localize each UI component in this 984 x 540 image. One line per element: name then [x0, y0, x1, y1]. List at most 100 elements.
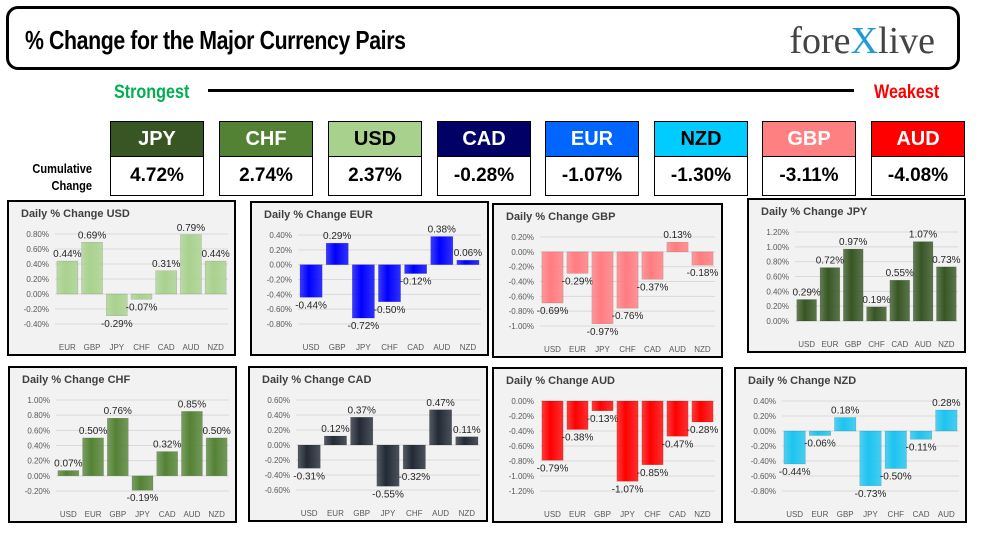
data-label: -0.38%: [562, 433, 594, 444]
x-tick-label: EUR: [821, 340, 838, 349]
data-label: -0.07%: [126, 302, 158, 313]
chart-title: Daily % Change EUR: [264, 209, 373, 221]
y-tick-label: 0.00%: [267, 441, 290, 450]
currency-code: AUD: [871, 121, 965, 157]
bar-nzd: [456, 259, 480, 265]
x-tick-label: JPY: [381, 509, 396, 518]
data-label: 0.12%: [321, 424, 349, 435]
data-label: -0.28%: [687, 425, 719, 436]
bar-gbp: [81, 242, 103, 295]
x-tick-label: USD: [544, 510, 561, 519]
chart-nzd: Daily % Change NZD -0.80% -0.60% -0.40% -0.2…: [734, 367, 967, 523]
y-tick-label: -0.80%: [509, 457, 534, 466]
y-tick-label: -0.20%: [509, 412, 534, 421]
bar-nzd: [691, 400, 714, 423]
y-tick-label: -1.20%: [509, 487, 534, 496]
data-label: -0.85%: [637, 468, 669, 479]
data-label: -0.79%: [537, 463, 569, 474]
x-tick-label: CAD: [891, 340, 908, 349]
x-tick-label: USD: [303, 343, 320, 352]
x-tick-label: EUR: [569, 510, 586, 519]
bar-usd: [299, 264, 323, 298]
chart-title: Daily % Change JPY: [761, 206, 868, 218]
bar-chf: [378, 264, 401, 302]
data-label: 0.44%: [201, 249, 229, 260]
data-label: -0.19%: [127, 493, 159, 504]
strength-scale-line: [208, 89, 854, 92]
weakest-label: Weakest: [874, 82, 940, 103]
y-tick-label: 0.40%: [753, 397, 776, 406]
bar-jpy: [131, 475, 154, 491]
y-tick-label: 0.00%: [269, 261, 292, 270]
y-tick-label: -0.40%: [509, 278, 534, 287]
y-tick-label: -0.40%: [267, 290, 292, 299]
cumulative-change-value: 4.72%: [110, 157, 204, 196]
y-tick-label: -0.40%: [24, 320, 49, 329]
data-label: -0.73%: [855, 489, 887, 500]
data-label: 0.72%: [816, 256, 844, 267]
data-label: -0.13%: [587, 414, 619, 425]
y-tick-label: -0.80%: [267, 320, 292, 329]
x-tick-label: JPY: [620, 510, 635, 519]
chart-jpy: Daily % Change JPY 0.00% 0.20% 0.40% 0.60% 0.…: [747, 198, 966, 353]
bar-usd: [541, 400, 564, 461]
cumulative-change-value: 2.74%: [219, 157, 313, 196]
y-tick-label: 0.00%: [753, 427, 776, 436]
currency-code: EUR: [545, 121, 639, 157]
y-tick-label: 0.00%: [766, 317, 789, 326]
x-tick-label: CHF: [868, 340, 885, 349]
data-label: 0.38%: [428, 224, 456, 235]
bar-nzd: [455, 436, 479, 446]
y-tick-label: 0.20%: [269, 246, 292, 255]
y-tick-label: -0.20%: [751, 442, 776, 451]
data-label: 0.37%: [348, 405, 376, 416]
chart-cad: Daily % Change CAD -0.60% -0.40% -0.20% 0.00…: [248, 366, 488, 522]
chart-title: Daily % Change USD: [21, 208, 130, 220]
bar-aud: [429, 409, 452, 446]
x-tick-label: NZD: [207, 343, 224, 352]
currency-rank-cad: CAD -0.28%: [437, 121, 531, 196]
x-tick-label: JPY: [595, 345, 610, 354]
bar-eur: [566, 251, 589, 274]
chart-usd: Daily % Change USD -0.40% -0.20% 0.00% 0.20%…: [7, 200, 236, 356]
y-tick-label: 0.60%: [26, 245, 49, 254]
bar-jpy: [591, 251, 614, 325]
currency-rank-jpy: JPY 4.72%: [110, 121, 204, 196]
chart-plot: 0.00% 0.20% 0.40% 0.60% 0.80% 1.00% 1.20% 0.29%…: [766, 228, 960, 349]
currency-code: JPY: [110, 121, 204, 157]
bar-cad: [404, 264, 428, 274]
x-tick-label: NZD: [694, 510, 711, 519]
chart-chf: Daily % Change CHF -0.20% 0.00% 0.20% 0.40% 0…: [8, 366, 237, 523]
data-label: 0.31%: [152, 259, 180, 270]
bar-nzd: [205, 437, 228, 477]
bar-jpy: [351, 264, 375, 319]
strongest-label: Strongest: [114, 82, 190, 103]
bar-aud: [180, 234, 202, 295]
bar-jpy: [859, 430, 882, 486]
x-tick-label: GBP: [353, 509, 370, 518]
x-tick-label: CHF: [381, 343, 398, 352]
y-tick-label: -0.20%: [265, 456, 290, 465]
x-tick-label: JPY: [109, 343, 124, 352]
bar-chf: [402, 444, 426, 470]
y-tick-label: 0.00%: [511, 248, 534, 257]
bar-cad: [666, 400, 689, 437]
bar-nzd: [204, 260, 227, 295]
x-tick-label: CAD: [669, 510, 686, 519]
x-tick-label: CHF: [406, 509, 423, 518]
bar-jpy: [106, 293, 128, 316]
x-tick-label: CHF: [644, 510, 661, 519]
chart-aud: Daily % Change AUD -1.20% -1.00% -0.80% -0.6…: [492, 367, 723, 523]
data-label: 0.28%: [932, 398, 960, 409]
data-label: 0.97%: [839, 237, 867, 248]
y-tick-label: -0.20%: [509, 263, 534, 272]
data-label: 0.47%: [426, 398, 454, 409]
currency-code: NZD: [654, 121, 748, 157]
bar-usd: [783, 430, 806, 465]
bar-gbp: [843, 248, 864, 322]
y-tick-label: -0.80%: [751, 487, 776, 496]
data-label: -1.07%: [612, 484, 644, 495]
bar-cad: [910, 430, 933, 440]
data-label: 0.44%: [53, 249, 81, 260]
y-tick-label: -0.40%: [509, 427, 534, 436]
